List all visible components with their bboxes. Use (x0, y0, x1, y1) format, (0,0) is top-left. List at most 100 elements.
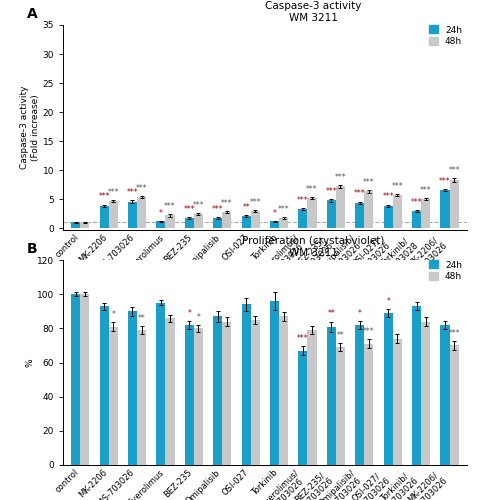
Text: ***: *** (212, 205, 224, 214)
Bar (80, 222, 89, 228)
Bar (336, 186, 345, 228)
Bar (137, 197, 146, 228)
Bar (165, 216, 174, 228)
Bar (298, 350, 308, 465)
Bar (194, 214, 203, 228)
Bar (242, 216, 251, 228)
Text: ***: *** (363, 178, 375, 186)
Bar (270, 222, 279, 228)
Bar (71, 294, 80, 465)
Bar (298, 209, 308, 229)
Bar (185, 325, 194, 465)
Text: ***: *** (306, 184, 318, 194)
Text: ***: *** (411, 198, 422, 206)
Bar (308, 198, 316, 228)
Bar (109, 201, 118, 228)
Text: *: * (196, 313, 200, 322)
Bar (412, 306, 421, 465)
Bar (421, 199, 430, 228)
Text: ***: *** (98, 192, 110, 202)
Text: **: ** (138, 314, 145, 322)
Text: ***: *** (420, 186, 432, 195)
Text: ***: *** (382, 192, 394, 202)
Bar (327, 200, 336, 228)
Bar (137, 330, 146, 465)
Bar (279, 218, 288, 228)
Bar (222, 212, 231, 228)
Bar (156, 302, 165, 465)
Text: ***: *** (297, 334, 309, 343)
Bar (100, 306, 109, 465)
Text: *: * (358, 308, 362, 318)
Bar (71, 222, 80, 228)
Bar (421, 322, 430, 465)
Bar (412, 211, 421, 228)
Text: ***: *** (363, 328, 375, 336)
Text: A: A (27, 7, 37, 21)
Bar (213, 218, 222, 228)
Bar (450, 180, 459, 228)
Text: ***: *** (221, 199, 233, 208)
Bar (100, 206, 109, 229)
Y-axis label: Caspase-3 activity
(Fold increase): Caspase-3 activity (Fold increase) (20, 86, 40, 169)
Text: *: * (273, 208, 277, 218)
Bar (336, 347, 345, 465)
Bar (222, 322, 231, 465)
Bar (383, 313, 393, 465)
Text: *: * (188, 308, 191, 318)
Text: ***: *** (326, 187, 337, 196)
Text: ***: *** (448, 329, 460, 338)
Title: Caspase-3 activity
WM 3211: Caspase-3 activity WM 3211 (265, 1, 362, 23)
Title: Proliferation (crystal violet)
WM 3211: Proliferation (crystal violet) WM 3211 (242, 236, 384, 258)
Bar (185, 218, 194, 228)
Bar (383, 206, 393, 229)
Bar (213, 316, 222, 465)
Legend: 24h, 48h: 24h, 48h (429, 26, 462, 46)
Bar (128, 202, 137, 228)
Text: ***: *** (297, 196, 309, 205)
Bar (308, 330, 316, 465)
Bar (270, 301, 279, 465)
Text: ***: *** (439, 176, 451, 186)
Text: ***: *** (136, 184, 147, 192)
Text: ***: *** (278, 205, 290, 214)
Bar (440, 190, 450, 228)
Bar (327, 326, 336, 465)
Bar (364, 191, 373, 228)
Text: ***: *** (107, 188, 119, 196)
Text: B: B (27, 242, 37, 256)
Text: *: * (111, 310, 115, 320)
Text: **: ** (337, 331, 344, 340)
Text: *: * (159, 208, 163, 218)
Text: ***: *** (127, 188, 139, 198)
Bar (194, 328, 203, 465)
Bar (393, 195, 402, 228)
Text: ***: *** (164, 202, 176, 211)
Bar (440, 325, 450, 465)
Bar (251, 320, 260, 465)
Bar (165, 318, 174, 465)
Text: ***: *** (192, 200, 204, 209)
Bar (128, 311, 137, 465)
Bar (80, 294, 89, 465)
Bar (450, 346, 459, 465)
Legend: 24h, 48h: 24h, 48h (429, 260, 462, 281)
Bar (109, 326, 118, 465)
Text: **: ** (242, 203, 250, 212)
Bar (355, 325, 364, 465)
Bar (393, 338, 402, 465)
Text: **: ** (328, 310, 335, 318)
Text: ***: *** (184, 205, 195, 214)
Text: ***: *** (354, 190, 365, 198)
Text: ***: *** (448, 166, 460, 175)
Text: ***: *** (249, 198, 261, 206)
Bar (355, 202, 364, 228)
Text: ***: *** (335, 173, 346, 182)
Bar (242, 304, 251, 465)
Y-axis label: %: % (25, 358, 34, 367)
Text: ***: *** (391, 182, 403, 191)
Bar (279, 316, 288, 465)
Text: *: * (386, 296, 390, 306)
Bar (156, 222, 165, 228)
Bar (364, 344, 373, 465)
